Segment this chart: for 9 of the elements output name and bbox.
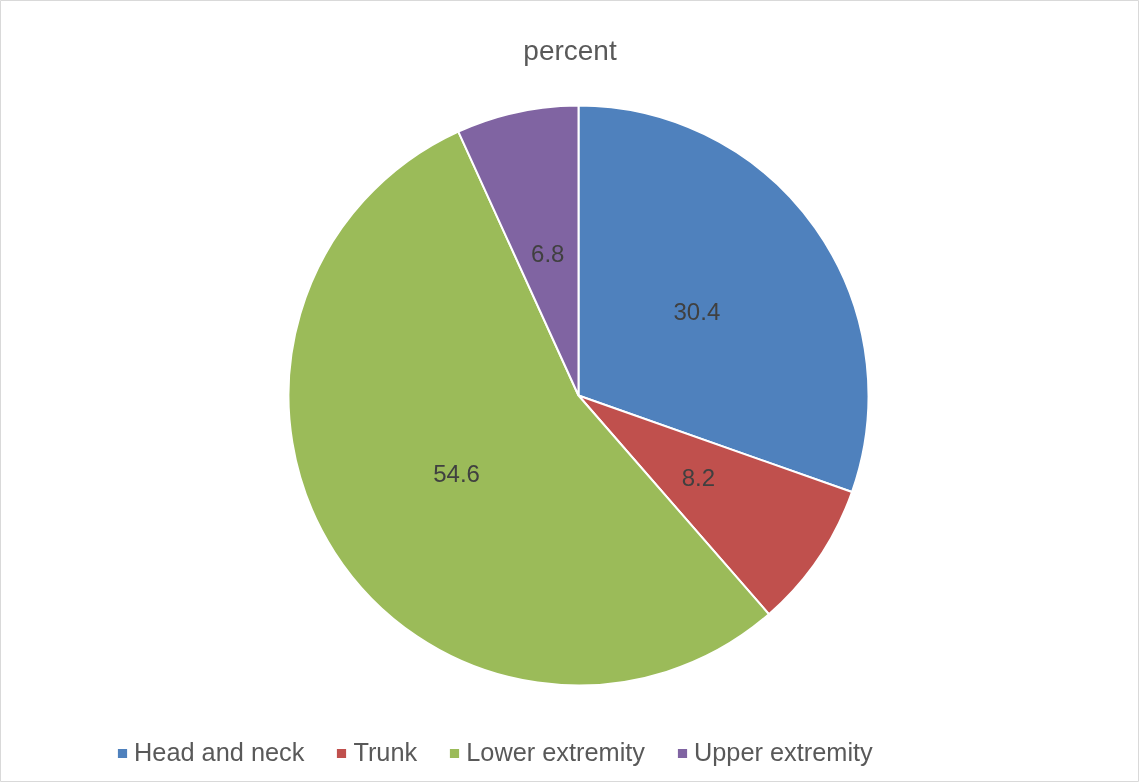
legend-label: Trunk (353, 738, 418, 767)
legend-label: Head and neck (134, 738, 305, 767)
legend-label: Upper extremity (693, 738, 873, 767)
data-label: 30.4 (673, 298, 721, 326)
legend-label: Lower extremity (466, 738, 645, 767)
data-label: 6.8 (531, 240, 565, 268)
data-label: 8.2 (681, 463, 716, 491)
data-label: 54.6 (433, 460, 480, 488)
chart-title: percent (523, 35, 617, 66)
